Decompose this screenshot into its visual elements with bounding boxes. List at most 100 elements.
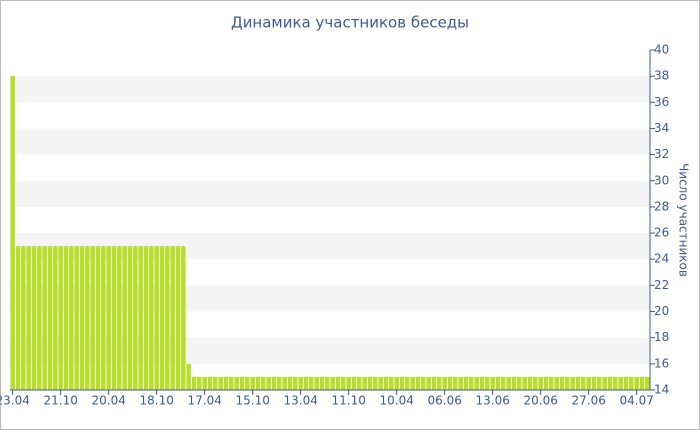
chart-title: Динамика участников беседы xyxy=(231,14,469,32)
bar xyxy=(613,376,618,390)
bar xyxy=(218,376,223,390)
bar xyxy=(431,376,437,390)
bar xyxy=(325,376,330,390)
bar xyxy=(138,246,143,390)
bar xyxy=(42,246,47,390)
bar xyxy=(207,376,213,390)
bar xyxy=(31,246,37,390)
bar xyxy=(186,363,191,390)
y-tick-label: 16 xyxy=(654,356,669,370)
bar xyxy=(463,376,469,390)
bar xyxy=(133,246,138,390)
y-tick-label: 24 xyxy=(654,252,669,266)
x-tick-label: 23.04 xyxy=(0,394,30,408)
bar xyxy=(37,246,42,390)
bar xyxy=(618,376,623,390)
bar xyxy=(314,376,319,390)
bar xyxy=(330,376,335,390)
bar xyxy=(223,376,229,390)
bar xyxy=(597,376,602,390)
bar xyxy=(373,376,378,390)
bar xyxy=(479,376,485,390)
x-tick-label: 15.10 xyxy=(235,394,269,408)
grid-band xyxy=(10,337,650,364)
x-tick-label: 27.06 xyxy=(571,394,605,408)
bar xyxy=(175,246,181,390)
bar xyxy=(21,246,26,390)
bar xyxy=(69,246,74,390)
bar xyxy=(309,376,314,390)
bar xyxy=(511,376,517,390)
bar xyxy=(351,376,357,390)
bar xyxy=(501,376,506,390)
x-tick-label: 13.04 xyxy=(283,394,317,408)
bar xyxy=(474,376,479,390)
bar xyxy=(389,376,394,390)
grid-band xyxy=(10,233,650,260)
bar xyxy=(421,376,426,390)
bar xyxy=(495,376,501,390)
bar xyxy=(565,376,570,390)
bar xyxy=(426,376,431,390)
bar xyxy=(341,376,346,390)
bar xyxy=(202,376,207,390)
bar xyxy=(506,376,511,390)
bar xyxy=(485,376,490,390)
bar xyxy=(261,376,266,390)
bar xyxy=(357,376,362,390)
bar xyxy=(127,246,133,390)
grid-band xyxy=(10,180,650,207)
x-tick-label: 06.06 xyxy=(427,394,461,408)
bar xyxy=(405,376,410,390)
grid-band xyxy=(10,128,650,155)
bar xyxy=(181,246,186,390)
bar xyxy=(298,376,303,390)
bar xyxy=(538,376,543,390)
bar xyxy=(53,246,58,390)
y-tick-label: 18 xyxy=(654,330,669,344)
bar xyxy=(85,246,90,390)
x-tick-label: 13.06 xyxy=(475,394,509,408)
bar xyxy=(165,246,170,390)
x-tick-label: 20.06 xyxy=(523,394,557,408)
x-tick-label: 11.10 xyxy=(331,394,365,408)
y-tick-label: 40 xyxy=(654,43,669,57)
y-tick-label: 28 xyxy=(654,199,669,213)
x-tick-label: 10.04 xyxy=(379,394,413,408)
bar xyxy=(90,246,95,390)
bar xyxy=(106,246,111,390)
bar xyxy=(447,376,453,390)
bar xyxy=(111,246,117,390)
bar xyxy=(58,246,63,390)
bar xyxy=(229,376,234,390)
bar xyxy=(437,376,442,390)
bar xyxy=(154,246,159,390)
bar xyxy=(527,376,533,390)
bar xyxy=(47,246,53,390)
bar xyxy=(15,246,21,390)
y-tick-label: 30 xyxy=(654,173,669,187)
x-tick-label: 04.07 xyxy=(619,394,653,408)
bar xyxy=(602,376,607,390)
bar xyxy=(634,376,639,390)
bar xyxy=(554,376,559,390)
y-tick-label: 32 xyxy=(654,147,669,161)
bar xyxy=(383,376,389,390)
bar xyxy=(287,376,293,390)
bar xyxy=(26,246,31,390)
bar xyxy=(549,376,554,390)
bar xyxy=(543,376,549,390)
bar xyxy=(245,376,250,390)
bar xyxy=(143,246,149,390)
bar xyxy=(303,376,309,390)
bar xyxy=(79,246,85,390)
bar xyxy=(293,376,298,390)
bar xyxy=(255,376,261,390)
bar xyxy=(122,246,127,390)
y-tick-label: 20 xyxy=(654,304,669,318)
y-tick-label: 34 xyxy=(654,121,669,135)
bar xyxy=(282,376,287,390)
y-tick-label: 22 xyxy=(654,278,669,292)
bar xyxy=(415,376,421,390)
